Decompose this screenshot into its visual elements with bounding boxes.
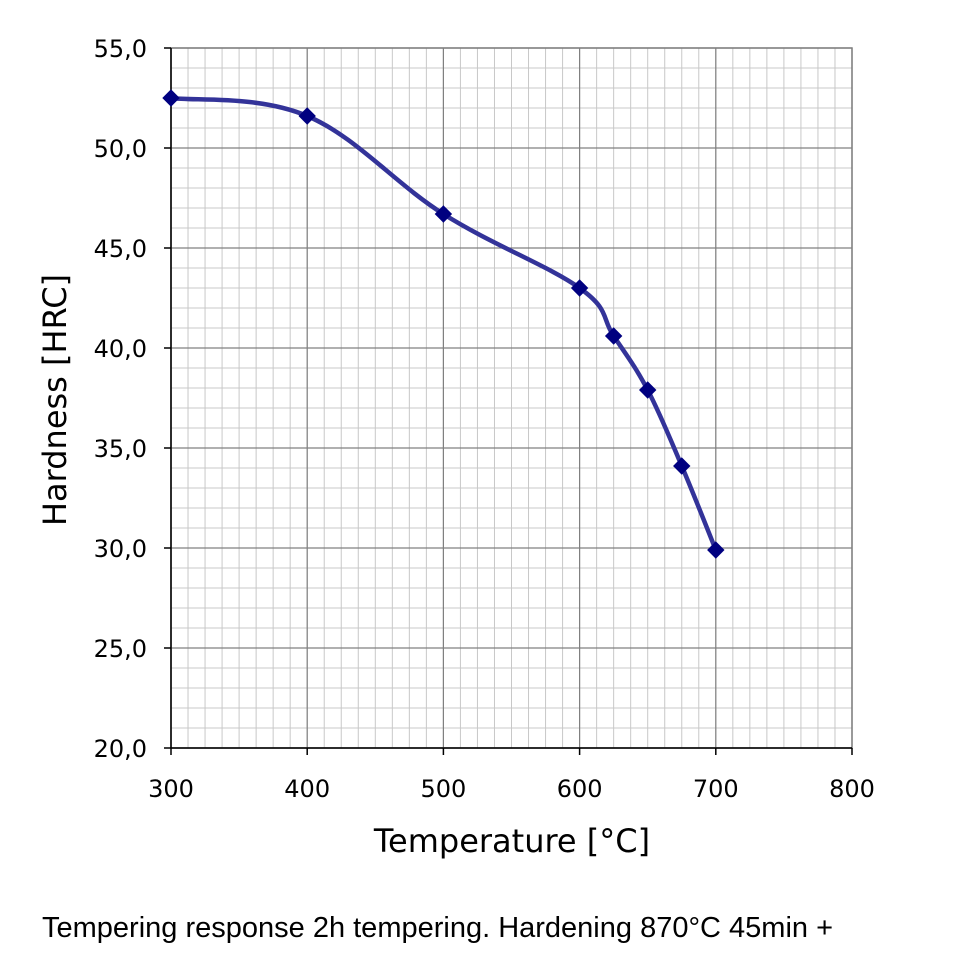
x-tick-label: 400: [284, 775, 330, 803]
data-point-marker: [570, 279, 589, 297]
x-tick-label: 300: [148, 775, 194, 803]
y-axis-tick-labels: 20,0 25,0 30,0 35,0 40,0 45,0 50,0 55,0: [94, 35, 147, 763]
series-markers: [162, 89, 725, 559]
data-point-marker: [434, 205, 453, 223]
y-tick-label: 55,0: [94, 35, 147, 63]
x-tick-label: 600: [557, 775, 603, 803]
chart: 20,0 25,0 30,0 35,0 40,0 45,0 50,0 55,0 300 400 5…: [36, 35, 875, 860]
x-tick-label: 700: [693, 775, 739, 803]
x-tick-label: 500: [420, 775, 466, 803]
y-tick-label: 45,0: [94, 235, 147, 263]
y-tick-label: 20,0: [94, 735, 147, 763]
y-tick-label: 50,0: [94, 135, 147, 163]
x-axis-title: Temperature [°C]: [373, 822, 650, 860]
data-point-marker: [298, 107, 316, 125]
data-point-marker: [673, 457, 691, 475]
y-tick-label: 30,0: [94, 535, 147, 563]
x-tick-label: 800: [829, 775, 875, 803]
minor-grid: [170, 47, 853, 749]
y-tick-label: 40,0: [94, 335, 147, 363]
x-axis-tick-labels: 300 400 500 600 700 800: [148, 775, 875, 803]
data-point-marker: [638, 381, 657, 399]
y-tick-label: 25,0: [94, 635, 147, 663]
data-point-marker: [707, 541, 725, 559]
axes: [164, 47, 853, 755]
data-point-marker: [162, 89, 180, 107]
figure-caption: Tempering response 2h tempering. Hardeni…: [42, 912, 834, 944]
y-axis-title: Hardness [HRC]: [36, 274, 74, 526]
data-point-marker: [604, 327, 623, 345]
y-tick-label: 35,0: [94, 435, 147, 463]
